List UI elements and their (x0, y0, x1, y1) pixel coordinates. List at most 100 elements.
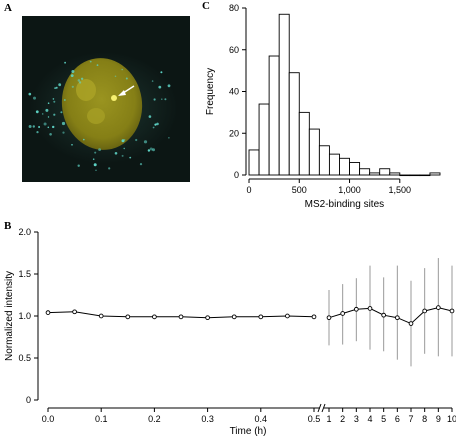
panel-letter-a: A (4, 2, 12, 14)
mrna-spot (45, 108, 49, 112)
histogram-ylabel: Frequency (205, 68, 216, 115)
histogram-xtick-label: 1,000 (338, 185, 361, 195)
histogram-ytick-label: 40 (229, 87, 239, 97)
timecourse-ytick-label: 1.5 (18, 269, 31, 279)
histogram-bar (379, 168, 391, 176)
mrna-spot (36, 131, 39, 134)
mrna-spot (77, 164, 80, 167)
timecourse-axes: 0 0.5 1.0 1.5 2.0 0.0 0.1 0.2 0.3 0.4 0.5 1 2 3 4 5 6 7 8 9… (18, 227, 456, 424)
mrna-spot (47, 102, 50, 104)
histogram-bar (419, 174, 431, 177)
mrna-spot (32, 125, 35, 128)
nucleolus-2 (87, 108, 105, 124)
mrna-spot (114, 152, 118, 155)
mrna-spot (83, 138, 85, 141)
histogram-xtick-label: 1,500 (389, 185, 412, 195)
arrow-head (118, 90, 126, 96)
mrna-spot (89, 60, 92, 63)
timecourse-xtick-label: 4 (367, 414, 372, 424)
mrna-spot (62, 131, 65, 134)
histogram-axes: 0 20 40 60 80 0 500 1,000 1,500 (229, 3, 411, 195)
mrna-spot (164, 98, 167, 101)
histogram-bar (258, 103, 270, 176)
data-point-early (98, 313, 104, 319)
histogram-bar (288, 72, 300, 176)
mrna-spot (52, 125, 55, 129)
data-point-early (205, 315, 210, 321)
histogram-chart: 0 20 40 60 80 0 500 1,000 1,500 MS2-binding site… (205, 3, 441, 210)
timecourse-xlabel: Time (h) (230, 426, 267, 437)
mrna-spot (35, 110, 39, 114)
panel-letter-b: B (4, 220, 12, 232)
mrna-spot (71, 144, 73, 146)
mrna-spot (125, 77, 128, 80)
histogram-bars (248, 13, 441, 177)
timecourse-xtick-label: 3 (354, 414, 359, 424)
mrna-spot (64, 61, 66, 64)
data-point-early (72, 309, 77, 315)
data-point-late (449, 308, 455, 314)
mrna-spot (28, 125, 32, 128)
timecourse-xtick-label: 7 (408, 414, 413, 424)
histogram-xtick-label: 0 (247, 185, 252, 195)
mrna-spot (93, 163, 97, 167)
mrna-spot (47, 126, 50, 129)
mrna-spot (139, 163, 143, 166)
mrna-spot (158, 85, 162, 89)
histogram-bar (429, 172, 441, 176)
mrna-spot (41, 113, 44, 115)
mrna-spot (98, 148, 101, 152)
histogram-bar (328, 153, 340, 176)
mrna-spot (63, 99, 66, 101)
data-point-early (285, 313, 290, 319)
timecourse-xtick-label: 9 (436, 414, 441, 424)
mrna-spot (152, 126, 155, 129)
mrna-spot (79, 81, 82, 84)
data-point-early (231, 314, 237, 320)
mrna-spot (92, 158, 95, 160)
timecourse-data (45, 258, 455, 367)
data-point-early (178, 314, 184, 320)
mrna-spot (123, 139, 126, 141)
mrna-spot (55, 86, 58, 89)
timecourse-ytick-label: 0 (26, 395, 31, 405)
mrna-spot (43, 122, 47, 126)
data-point-late (326, 315, 332, 321)
mrna-spot (60, 111, 63, 114)
fluorescence-micrograph (22, 16, 190, 182)
histogram-ytick-label: 20 (229, 128, 239, 138)
mrna-spot (54, 87, 56, 89)
mrna-spot (167, 84, 171, 88)
histogram-xlabel: MS2-binding sites (305, 199, 384, 210)
mrna-spot (47, 116, 50, 118)
mrna-spot (152, 148, 155, 152)
timecourse-xtick-label: 8 (422, 414, 427, 424)
histogram-ytick-label: 60 (229, 45, 239, 55)
mrna-spot (53, 100, 56, 103)
mrna-spot (96, 64, 99, 66)
mrna-spot (143, 140, 148, 144)
mrna-spot (61, 121, 66, 126)
mrna-spot (28, 92, 32, 96)
mrna-spot (135, 138, 138, 142)
data-point-early (45, 310, 51, 315)
mrna-spot (168, 137, 170, 139)
mrna-spot (71, 70, 75, 73)
mrna-spot (58, 83, 62, 87)
mrna-spot (123, 147, 125, 150)
timecourse-xtick-label: 2 (340, 414, 345, 424)
mrna-spot (154, 123, 157, 126)
data-point-late (353, 306, 359, 312)
mrna-spot (149, 147, 153, 151)
mrna-spot (148, 115, 152, 118)
histogram-bar (278, 13, 290, 176)
histogram-bar (308, 128, 320, 176)
timecourse-xtick-label: 0.5 (308, 414, 321, 424)
mrna-spot (121, 68, 123, 71)
mrna-spot (95, 169, 97, 171)
mrna-spot (80, 77, 84, 80)
histogram-bar (268, 55, 280, 176)
data-point-early (125, 314, 131, 320)
histogram-ytick-label: 80 (229, 3, 239, 13)
mrna-spot (121, 154, 124, 157)
